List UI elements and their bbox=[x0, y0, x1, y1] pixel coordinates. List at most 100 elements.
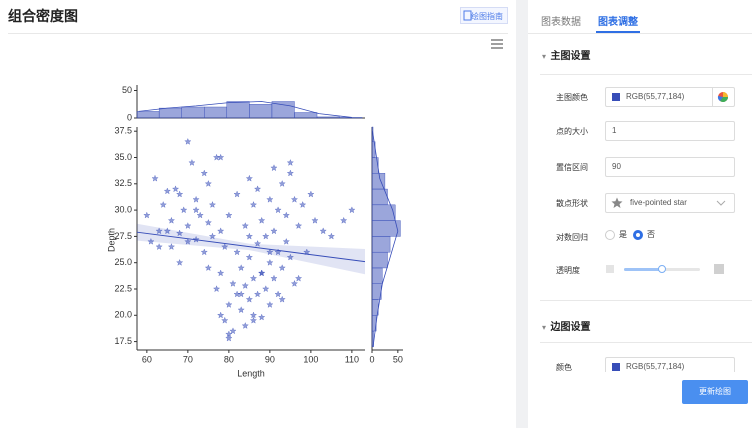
scatter-point bbox=[262, 232, 270, 240]
scatter-point bbox=[192, 235, 200, 243]
divider bbox=[540, 342, 752, 343]
scatter-point bbox=[266, 248, 274, 256]
scatter-point bbox=[319, 227, 327, 235]
scatter-point bbox=[311, 216, 319, 224]
scatter-point bbox=[295, 274, 303, 282]
scatter-point bbox=[184, 238, 192, 245]
scatter-point bbox=[245, 295, 253, 303]
y-tick-label: 17.5 bbox=[114, 336, 132, 346]
scatter-point bbox=[155, 243, 163, 250]
scatter-point bbox=[266, 195, 274, 203]
scatter-point bbox=[163, 227, 171, 235]
scatter-point bbox=[290, 195, 298, 203]
scatter-point bbox=[348, 206, 356, 214]
hist-bar bbox=[249, 104, 273, 119]
x-axis-label: Length bbox=[237, 368, 265, 378]
scatter-point bbox=[274, 206, 282, 214]
hist-bar bbox=[204, 106, 228, 119]
scatter-point bbox=[340, 216, 348, 224]
radio[interactable] bbox=[605, 230, 615, 240]
settings-panel: 图表数据 图表调整 ▾ 主图设置 主图颜色 RGB(55,77,184) 点的大… bbox=[528, 0, 752, 428]
hist-bar bbox=[158, 107, 182, 119]
settings-scroll: ▾ 主图设置 主图颜色 RGB(55,77,184) 点的大小 1 置信区间 9… bbox=[528, 34, 752, 372]
radio[interactable] bbox=[633, 230, 643, 240]
scatter-point bbox=[303, 248, 311, 256]
kde-curve bbox=[372, 131, 399, 347]
scatter-point bbox=[204, 264, 212, 271]
y-tick-label: 0 bbox=[127, 112, 132, 122]
row-label: 散点形状 bbox=[556, 199, 588, 208]
scatter-point bbox=[176, 259, 184, 266]
shape-select[interactable]: five-pointed star bbox=[605, 193, 735, 213]
scatter-point bbox=[163, 187, 171, 195]
hist-bar bbox=[371, 251, 388, 269]
hist-bar bbox=[226, 101, 250, 119]
slider-knob[interactable] bbox=[658, 265, 666, 273]
tab-active[interactable]: 图表调整 bbox=[598, 17, 638, 28]
scatter-point bbox=[204, 219, 212, 226]
scatter-point bbox=[217, 311, 225, 319]
scatter-point bbox=[188, 159, 196, 166]
guide-button[interactable]: 绘图指南 bbox=[460, 7, 508, 24]
scatter-point bbox=[237, 306, 245, 313]
section-title: ▾ 边图设置 bbox=[542, 322, 591, 333]
update-button[interactable]: 更新绘图 bbox=[682, 380, 748, 404]
section-text: 边图设置 bbox=[550, 322, 591, 333]
color-picker-icon[interactable] bbox=[717, 91, 729, 103]
star-icon bbox=[611, 197, 623, 208]
scatter-point bbox=[176, 229, 184, 237]
scatter-point bbox=[159, 201, 167, 208]
joint-chart: Length Depth 60 70 80 90 100 110 17.5 20.0 22.5 2… bbox=[106, 85, 403, 378]
row-label: 对数回归 bbox=[556, 233, 588, 242]
color-swatch bbox=[612, 93, 620, 101]
hist-bar bbox=[136, 111, 160, 119]
scatter-point bbox=[254, 185, 262, 193]
y-tick-label: 50 bbox=[122, 85, 132, 95]
tab-underline bbox=[596, 31, 640, 33]
scatter-point bbox=[217, 227, 225, 235]
x-tick-label: 90 bbox=[265, 354, 275, 364]
scatter-point bbox=[233, 190, 241, 198]
sep bbox=[712, 88, 713, 106]
radio-label: 否 bbox=[647, 230, 655, 239]
scatter-point bbox=[249, 274, 257, 282]
y-tick-label: 20.0 bbox=[114, 310, 132, 320]
x-tick-label: 50 bbox=[393, 354, 403, 364]
tab[interactable]: 图表数据 bbox=[541, 17, 581, 28]
scatter-point bbox=[233, 248, 241, 256]
scatter-point bbox=[237, 264, 245, 271]
scatter-point bbox=[245, 232, 253, 240]
slider-fill[interactable] bbox=[624, 268, 662, 271]
color-value: RGB(55,77,184) bbox=[626, 92, 685, 101]
scatter-point bbox=[208, 232, 216, 240]
radio-group: 是否 bbox=[605, 229, 735, 243]
color-input[interactable]: RGB(55,77,184) bbox=[605, 357, 735, 372]
section-title: ▾ 主图设置 bbox=[542, 51, 591, 62]
scatter-point bbox=[180, 206, 188, 214]
scatter-point bbox=[167, 243, 175, 250]
scatter-point bbox=[192, 206, 200, 214]
scatter-point bbox=[254, 290, 262, 298]
divider bbox=[540, 300, 752, 301]
scatter-point bbox=[290, 280, 298, 287]
section-text: 主图设置 bbox=[550, 51, 591, 62]
menu-icon[interactable] bbox=[490, 38, 504, 50]
scatter-point bbox=[221, 243, 229, 250]
y-tick-label: 35.0 bbox=[114, 152, 132, 162]
hist-bar bbox=[181, 106, 205, 119]
tabs-divider bbox=[528, 33, 752, 34]
scatter-point bbox=[241, 282, 249, 289]
scatter-point bbox=[221, 316, 229, 324]
scatter-point bbox=[172, 185, 180, 193]
color-input[interactable]: RGB(55,77,184) bbox=[605, 87, 735, 107]
scatter-point bbox=[295, 222, 303, 229]
scatter-point bbox=[184, 138, 192, 145]
opacity-max-icon bbox=[714, 264, 724, 274]
ci-input[interactable]: 90 bbox=[605, 157, 735, 177]
confidence-band bbox=[137, 223, 365, 275]
size-input[interactable]: 1 bbox=[605, 121, 735, 141]
scatter-point bbox=[241, 222, 249, 229]
y-tick-label: 25.0 bbox=[114, 257, 132, 267]
opacity-slider[interactable] bbox=[624, 265, 700, 273]
x-tick-label: 70 bbox=[183, 354, 193, 364]
